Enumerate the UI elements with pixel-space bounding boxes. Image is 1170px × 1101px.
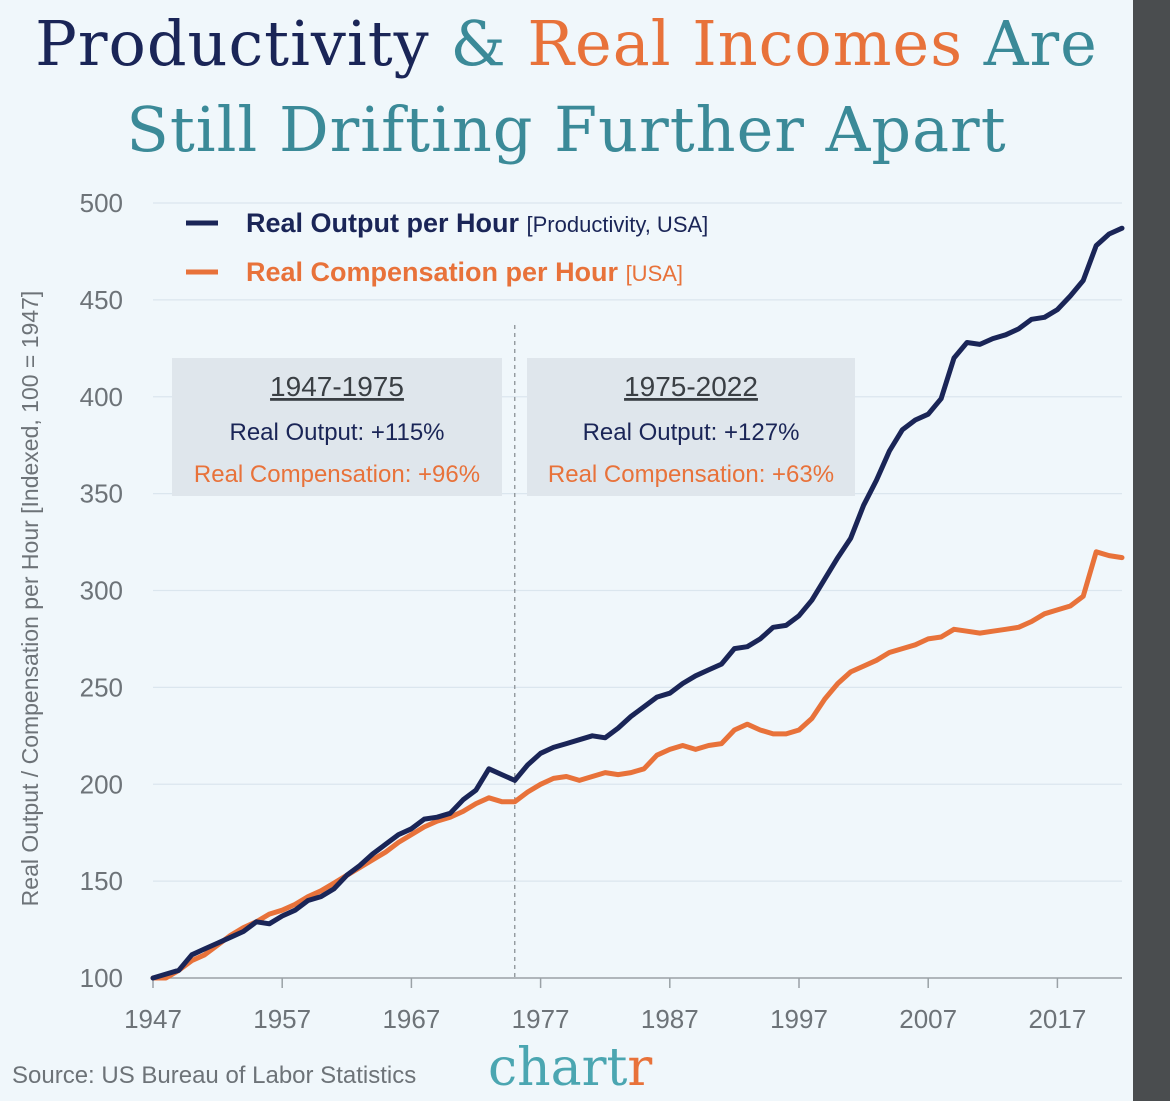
legend-item: Real Compensation per Hour [USA] <box>186 257 683 287</box>
x-tick-label: 1967 <box>382 1004 440 1034</box>
legend-item: Real Output per Hour [Productivity, USA] <box>186 208 708 238</box>
annotation-box: 1975-2022 Real Output: +127% Real Compensa… <box>527 358 855 496</box>
series-line <box>150 225 1125 981</box>
y-tick-label: 500 <box>80 188 123 218</box>
chartr-logo: chartr <box>488 1038 652 1098</box>
series-line <box>150 549 1125 981</box>
annotation-output: Real Output: +127% <box>583 419 800 446</box>
y-tick-label: 450 <box>80 285 123 315</box>
x-tick-label: 1977 <box>512 1004 570 1034</box>
right-edge-bar <box>1133 0 1170 1101</box>
gridlines <box>153 202 1122 978</box>
y-tick-label: 250 <box>80 672 123 702</box>
y-tick-label: 150 <box>80 866 123 896</box>
y-tick-label: 400 <box>80 382 123 412</box>
annotation-box: 1947-1975 Real Output: +115% Real Compensa… <box>172 358 502 496</box>
series-lines <box>150 225 1125 981</box>
title-ampersand: & <box>450 7 507 80</box>
annotation-compensation: Real Compensation: +63% <box>548 461 834 488</box>
source-note: Source: US Bureau of Labor Statistics <box>12 1062 417 1089</box>
annotation-box-bg <box>527 358 855 496</box>
title-real-incomes: Real Incomes <box>527 7 964 80</box>
x-tick-label: 1987 <box>641 1004 699 1034</box>
x-tick-label: 1997 <box>770 1004 828 1034</box>
annotation-period: 1975-2022 <box>624 371 758 402</box>
x-tick-label: 2017 <box>1028 1004 1086 1034</box>
logo-main: chart <box>488 1038 628 1098</box>
annotation-boxes: 1947-1975 Real Output: +115% Real Compensa… <box>172 358 855 496</box>
x-tick-label: 2007 <box>899 1004 957 1034</box>
x-tick-label: 1957 <box>253 1004 311 1034</box>
annotation-box-bg <box>172 358 502 496</box>
annotation-period: 1947-1975 <box>270 371 404 402</box>
title-productivity: Productivity <box>35 7 430 80</box>
chart-title-line2: Still Drifting Further Apart <box>126 93 1007 166</box>
y-tick-label: 200 <box>80 769 123 799</box>
y-axis-title: Real Output / Compensation per Hour [Ind… <box>17 291 43 907</box>
line-chart: 1947-1975 Real Output: +115% Real Compensa… <box>17 188 1125 1034</box>
x-tick-label: 1947 <box>124 1004 182 1034</box>
title-are: Are <box>983 7 1098 80</box>
annotation-output: Real Output: +115% <box>229 419 444 446</box>
axes: 100 150 200 250 300 350 400 450 500 1947 1957 1967 1… <box>17 188 1122 1034</box>
legend-label: Real Compensation per Hour [USA] <box>246 257 683 287</box>
y-tick-label: 350 <box>80 479 123 509</box>
legend: Real Output per Hour [Productivity, USA]… <box>186 208 708 287</box>
annotation-compensation: Real Compensation: +96% <box>194 461 480 488</box>
y-tick-label: 300 <box>80 576 123 606</box>
chart-title-line1: Productivity & Real Incomes Are <box>0 6 1133 82</box>
logo-accent: r <box>627 1038 653 1098</box>
legend-label: Real Output per Hour [Productivity, USA] <box>246 208 708 238</box>
y-tick-label: 100 <box>80 963 123 993</box>
